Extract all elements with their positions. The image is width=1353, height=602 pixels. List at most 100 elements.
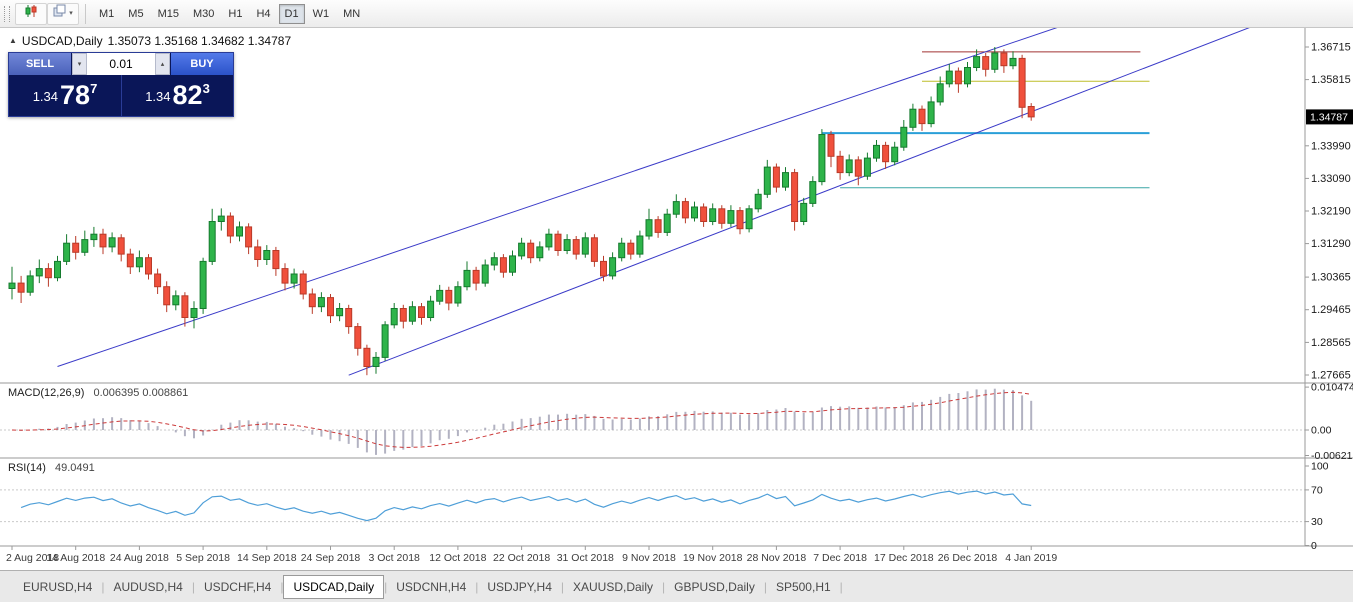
tab-usdcad-daily[interactable]: USDCAD,Daily — [283, 574, 385, 599]
sell-price-big: 78 — [60, 80, 91, 110]
tab-usdchf-h4[interactable]: USDCHF,H4 — [203, 579, 272, 594]
macd-axis: 0.010474 0.00 -0.006218 — [1305, 382, 1353, 462]
svg-text:22 Oct 2018: 22 Oct 2018 — [493, 552, 550, 564]
indicators-dropdown-button[interactable]: ▾ — [47, 2, 79, 25]
tab-separator: | — [384, 579, 388, 594]
timeframe-mn-button[interactable]: MN — [337, 4, 366, 24]
rsi-value: 49.0491 — [54, 462, 95, 474]
pane-separators — [0, 28, 1353, 547]
svg-text:28 Nov 2018: 28 Nov 2018 — [747, 552, 807, 564]
volume-increase-button[interactable]: ▴ — [155, 53, 170, 75]
buy-price-prefix: 1.34 — [145, 89, 171, 104]
tab-usdcnh-h4[interactable]: USDCNH,H4 — [396, 579, 467, 594]
svg-text:12 Oct 2018: 12 Oct 2018 — [429, 552, 486, 564]
timeframe-m30-button[interactable]: M30 — [187, 4, 220, 24]
macd-signal-line — [11, 391, 1032, 448]
macd-pane — [0, 388, 1305, 455]
svg-text:1.35815: 1.35815 — [1311, 74, 1351, 86]
candlestick-series — [8, 47, 1035, 376]
chart-marker-icon: ▲ — [9, 36, 17, 45]
svg-text:14 Aug 2018: 14 Aug 2018 — [46, 552, 105, 564]
timeframes-toolbar: ▾ M1 M5 M15 M30 H1 H4 D1 W1 MN — [0, 0, 1353, 28]
macd-histogram — [20, 388, 1033, 455]
current-price-tag: 1.34787 — [1306, 109, 1353, 125]
svg-text:0.00: 0.00 — [1311, 425, 1332, 437]
tab-separator: | — [191, 579, 195, 594]
macd-label: MACD(12,26,9) — [8, 387, 85, 399]
timeframe-w1-button[interactable]: W1 — [307, 4, 336, 24]
svg-text:5 Sep 2018: 5 Sep 2018 — [176, 552, 230, 564]
svg-text:70: 70 — [1311, 484, 1323, 496]
timeframe-m15-button[interactable]: M15 — [152, 4, 185, 24]
tab-eurusd-h4[interactable]: EURUSD,H4 — [23, 579, 93, 594]
tab-separator: | — [475, 579, 479, 594]
tab-separator: | — [763, 579, 767, 594]
chart-type-button[interactable] — [15, 2, 47, 25]
svg-text:17 Dec 2018: 17 Dec 2018 — [874, 552, 934, 564]
macd-pane-label: MACD(12,26,9) 0.006395 0.008861 — [8, 387, 188, 399]
svg-text:0: 0 — [1311, 540, 1317, 552]
svg-text:0.010474: 0.010474 — [1311, 382, 1353, 394]
chart-tabs-bar: EURUSD,H4 | AUDUSD,H4 | USDCHF,H4 | USDC… — [0, 570, 1353, 602]
price-axis: 1.36715 1.35815 1.33990 1.33090 1.32190 1.312… — [1305, 42, 1351, 382]
rsi-line — [20, 490, 1032, 522]
symbol-title: USDCAD,Daily — [21, 34, 103, 48]
svg-text:9 Nov 2018: 9 Nov 2018 — [622, 552, 676, 564]
timeframe-h4-button[interactable]: H4 — [250, 4, 276, 24]
rsi-axis: 100 70 30 0 — [1305, 461, 1329, 552]
tab-usdjpy-h4[interactable]: USDJPY,H4 — [487, 579, 552, 594]
chart-area: 1.36715 1.35815 1.33990 1.33090 1.32190 1.312… — [0, 28, 1353, 570]
timeframe-m5-button[interactable]: M5 — [122, 4, 149, 24]
ohlc-values: 1.35073 1.35168 1.34682 1.34787 — [107, 34, 292, 48]
tab-audusd-h4[interactable]: AUDUSD,H4 — [113, 579, 183, 594]
tab-sp500-h1[interactable]: SP500,H1 — [775, 579, 831, 594]
tab-separator: | — [662, 579, 666, 594]
svg-text:-0.006218: -0.006218 — [1311, 450, 1353, 462]
tab-gbpusd-daily[interactable]: GBPUSD,Daily — [674, 579, 755, 594]
timeframe-m1-button[interactable]: M1 — [93, 4, 120, 24]
tab-separator: | — [101, 579, 105, 594]
svg-text:24 Sep 2018: 24 Sep 2018 — [301, 552, 361, 564]
chart-canvas[interactable]: 1.36715 1.35815 1.33990 1.33090 1.32190 1.312… — [0, 28, 1353, 570]
svg-text:1.30365: 1.30365 — [1311, 272, 1351, 284]
sell-price-pip: 7 — [90, 81, 98, 96]
timeframe-h1-button[interactable]: H1 — [222, 4, 248, 24]
svg-text:1.27665: 1.27665 — [1311, 370, 1351, 382]
svg-text:14 Sep 2018: 14 Sep 2018 — [237, 552, 297, 564]
buy-price-big: 82 — [172, 80, 203, 110]
svg-text:1.36715: 1.36715 — [1311, 42, 1351, 54]
svg-text:7 Dec 2018: 7 Dec 2018 — [813, 552, 867, 564]
sell-price[interactable]: 1.34 78 7 — [9, 75, 121, 116]
svg-text:1.34787: 1.34787 — [1310, 111, 1348, 123]
svg-text:1.28565: 1.28565 — [1311, 337, 1351, 349]
buy-price-pip: 3 — [202, 81, 210, 96]
toolbar-grip[interactable] — [4, 5, 10, 22]
buy-button[interactable]: BUY — [170, 53, 233, 75]
candlestick-chart-icon — [24, 4, 38, 23]
buy-price[interactable]: 1.34 82 3 — [121, 75, 233, 116]
tab-separator: | — [280, 579, 284, 594]
rsi-label: RSI(14) — [8, 462, 46, 474]
svg-text:1.33990: 1.33990 — [1311, 140, 1351, 152]
sell-price-prefix: 1.34 — [32, 89, 59, 104]
main-price-pane — [8, 28, 1250, 376]
tab-separator: | — [560, 579, 564, 594]
svg-text:31 Oct 2018: 31 Oct 2018 — [557, 552, 614, 564]
tab-xauusd-daily[interactable]: XAUUSD,Daily — [573, 579, 654, 594]
timeframe-d1-button[interactable]: D1 — [278, 3, 305, 24]
svg-text:24 Aug 2018: 24 Aug 2018 — [110, 552, 169, 564]
layers-icon — [53, 4, 67, 23]
svg-text:26 Dec 2018: 26 Dec 2018 — [938, 552, 998, 564]
svg-text:1.33090: 1.33090 — [1311, 173, 1351, 185]
sell-button[interactable]: SELL — [9, 53, 72, 75]
volume-decrease-button[interactable]: ▾ — [72, 53, 87, 75]
symbol-ohlc-header: ▲ USDCAD,Daily 1.35073 1.35168 1.34682 1… — [9, 34, 291, 48]
svg-text:3 Oct 2018: 3 Oct 2018 — [369, 552, 421, 564]
volume-input[interactable]: 0.01 — [87, 53, 155, 75]
rsi-pane — [0, 489, 1305, 523]
rsi-pane-label: RSI(14) 49.0491 — [8, 462, 95, 474]
toolbar-separator — [85, 3, 86, 24]
svg-text:2 Aug 2018: 2 Aug 2018 — [6, 552, 59, 564]
